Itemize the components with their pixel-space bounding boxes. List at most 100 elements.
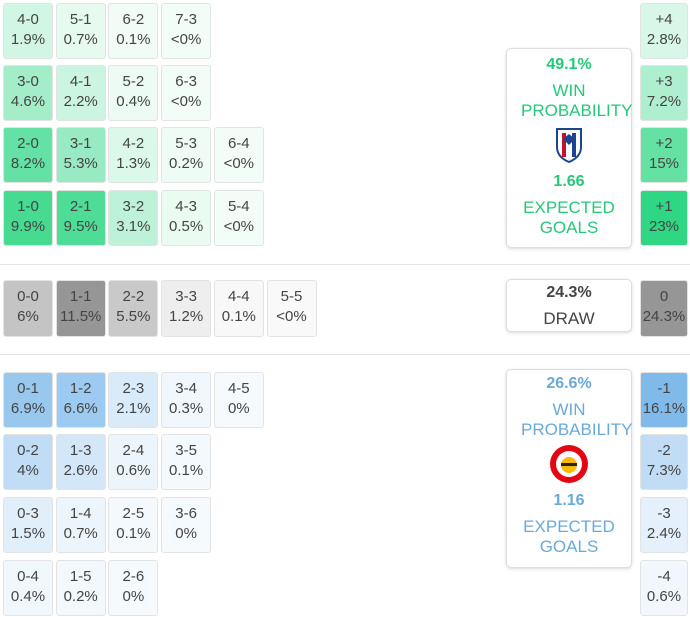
cell-text: 11.5%: [59, 308, 102, 325]
cell-text: 2-4: [122, 442, 145, 459]
cell-text: 5-4: [227, 198, 250, 215]
cell-text: 0-2: [17, 442, 39, 459]
cell-text: 3-0: [17, 73, 39, 90]
cell-text: -3: [657, 505, 671, 522]
draw-card: 24.3% DRAW: [506, 279, 632, 332]
score-cell: 5-2 0.4%: [108, 65, 159, 121]
cell-text: 2-5: [122, 505, 145, 522]
cell-text: 5-2: [122, 73, 145, 90]
cell-text: 0.1%: [168, 462, 204, 479]
score-cell: 0-3 1.5%: [3, 497, 53, 553]
cell-text: 2.1%: [116, 400, 151, 417]
margin-cell: -3 2.4%: [640, 497, 688, 553]
cell-text: 1-1: [69, 288, 92, 305]
score-cell: 1-3 2.6%: [55, 434, 106, 490]
cell-text: -4: [657, 568, 671, 585]
cell-text: 2-0: [17, 135, 39, 152]
cell-text: 7.3%: [646, 462, 682, 479]
win-probability: 49.1%: [546, 56, 592, 73]
cell-text: 0.4%: [116, 93, 151, 110]
cell-text: <0%: [170, 31, 202, 48]
score-cell: 2-0 8.2%: [3, 127, 53, 183]
score-cell: 4-3 0.5%: [161, 190, 212, 246]
cell-text: 0-1: [17, 380, 39, 397]
cell-text: 0.1%: [221, 308, 256, 325]
score-cell: 1-0 9.9%: [3, 190, 53, 246]
score-cell: 1-1 11.5%: [55, 280, 106, 337]
cell-text: 1-2: [69, 380, 92, 397]
score-cell: 2-6 0%: [108, 560, 159, 616]
cell-text: 0%: [227, 400, 250, 417]
cell-text: 0: [659, 288, 669, 305]
cell-text: 1-3: [69, 442, 92, 459]
score-cell: 0-4 0.4%: [3, 560, 53, 616]
cell-text: 3-3: [175, 288, 197, 305]
away-card: 26.6% WIN PROBABILITY 1.16 EXPECTED GOAL…: [506, 369, 632, 568]
cell-text: 0.1%: [116, 525, 151, 542]
margin-cell: +4 2.8%: [640, 3, 688, 59]
score-cell: 3-5 0.1%: [161, 434, 212, 490]
cell-text: 6%: [17, 308, 39, 325]
margin-cell: +3 7.2%: [640, 65, 688, 121]
score-cell: 4-5 0%: [213, 372, 264, 428]
xg-label: EXPECTED GOALS: [523, 198, 615, 237]
cell-text: +1: [655, 198, 673, 215]
cell-text: 6.9%: [10, 400, 46, 417]
cell-text: 24.3%: [642, 308, 686, 325]
cell-text: 16.1%: [642, 400, 686, 417]
cell-text: 2.6%: [63, 462, 98, 479]
cell-text: 3.1%: [116, 218, 151, 235]
cell-text: 0-3: [17, 505, 39, 522]
score-cell: 3-4 0.3%: [161, 372, 212, 428]
score-cell: 2-4 0.6%: [108, 434, 159, 490]
cell-text: 5.5%: [116, 308, 151, 325]
cell-text: 1-5: [69, 568, 92, 585]
cell-text: 2-3: [122, 380, 145, 397]
cell-text: 0.4%: [10, 588, 46, 605]
score-cell: 3-2 3.1%: [108, 190, 159, 246]
cell-text: 4%: [17, 462, 39, 479]
cell-text: +4: [655, 11, 673, 28]
cell-text: <0%: [276, 308, 307, 325]
divider: [0, 264, 690, 265]
cell-text: 0.2%: [63, 588, 98, 605]
cell-text: 9.9%: [10, 218, 46, 235]
cell-text: 3-4: [175, 380, 197, 397]
cell-text: 3-5: [175, 442, 197, 459]
cell-text: 4.6%: [10, 93, 46, 110]
cell-text: <0%: [223, 155, 255, 172]
expected-goals: 1.66: [553, 173, 585, 190]
score-cell: 7-3 <0%: [161, 3, 212, 59]
cell-text: 2.8%: [646, 31, 682, 48]
home-card: 49.1% WIN PROBABILITY 1.66 EXPECTED GOAL…: [506, 48, 632, 248]
cell-text: 0.7%: [63, 525, 98, 542]
score-cell: 1-2 6.6%: [55, 372, 106, 428]
cell-text: <0%: [170, 93, 202, 110]
cell-text: 0.7%: [63, 31, 98, 48]
margin-cell: 0 24.3%: [640, 280, 688, 337]
cell-text: 5-3: [175, 135, 197, 152]
cell-text: 1-4: [69, 505, 92, 522]
margin-cell: -4 0.6%: [640, 560, 688, 616]
win-label: WIN PROBABILITY: [521, 81, 633, 120]
cell-text: 2-2: [122, 288, 145, 305]
score-cell: 0-1 6.9%: [3, 372, 53, 428]
cell-text: <0%: [223, 218, 255, 235]
score-cell: 6-2 0.1%: [108, 3, 159, 59]
draw-probability: 24.3%: [546, 284, 592, 301]
cell-text: 1.9%: [10, 31, 46, 48]
score-cell: 4-2 1.3%: [108, 127, 159, 183]
margin-cell: -2 7.3%: [640, 434, 688, 490]
cell-text: 3-2: [122, 198, 145, 215]
cell-text: +3: [655, 73, 673, 90]
score-cell: 2-3 2.1%: [108, 372, 159, 428]
win-label: WIN PROBABILITY: [521, 400, 633, 439]
score-cell: 2-5 0.1%: [108, 497, 159, 553]
cell-text: 15%: [648, 155, 680, 172]
cell-text: 1.5%: [10, 525, 46, 542]
cell-text: 2.4%: [646, 525, 682, 542]
score-cell: 2-2 5.5%: [108, 280, 159, 337]
cell-text: 4-1: [69, 73, 92, 90]
cell-text: 2-1: [69, 198, 92, 215]
cell-text: 5.3%: [63, 155, 98, 172]
